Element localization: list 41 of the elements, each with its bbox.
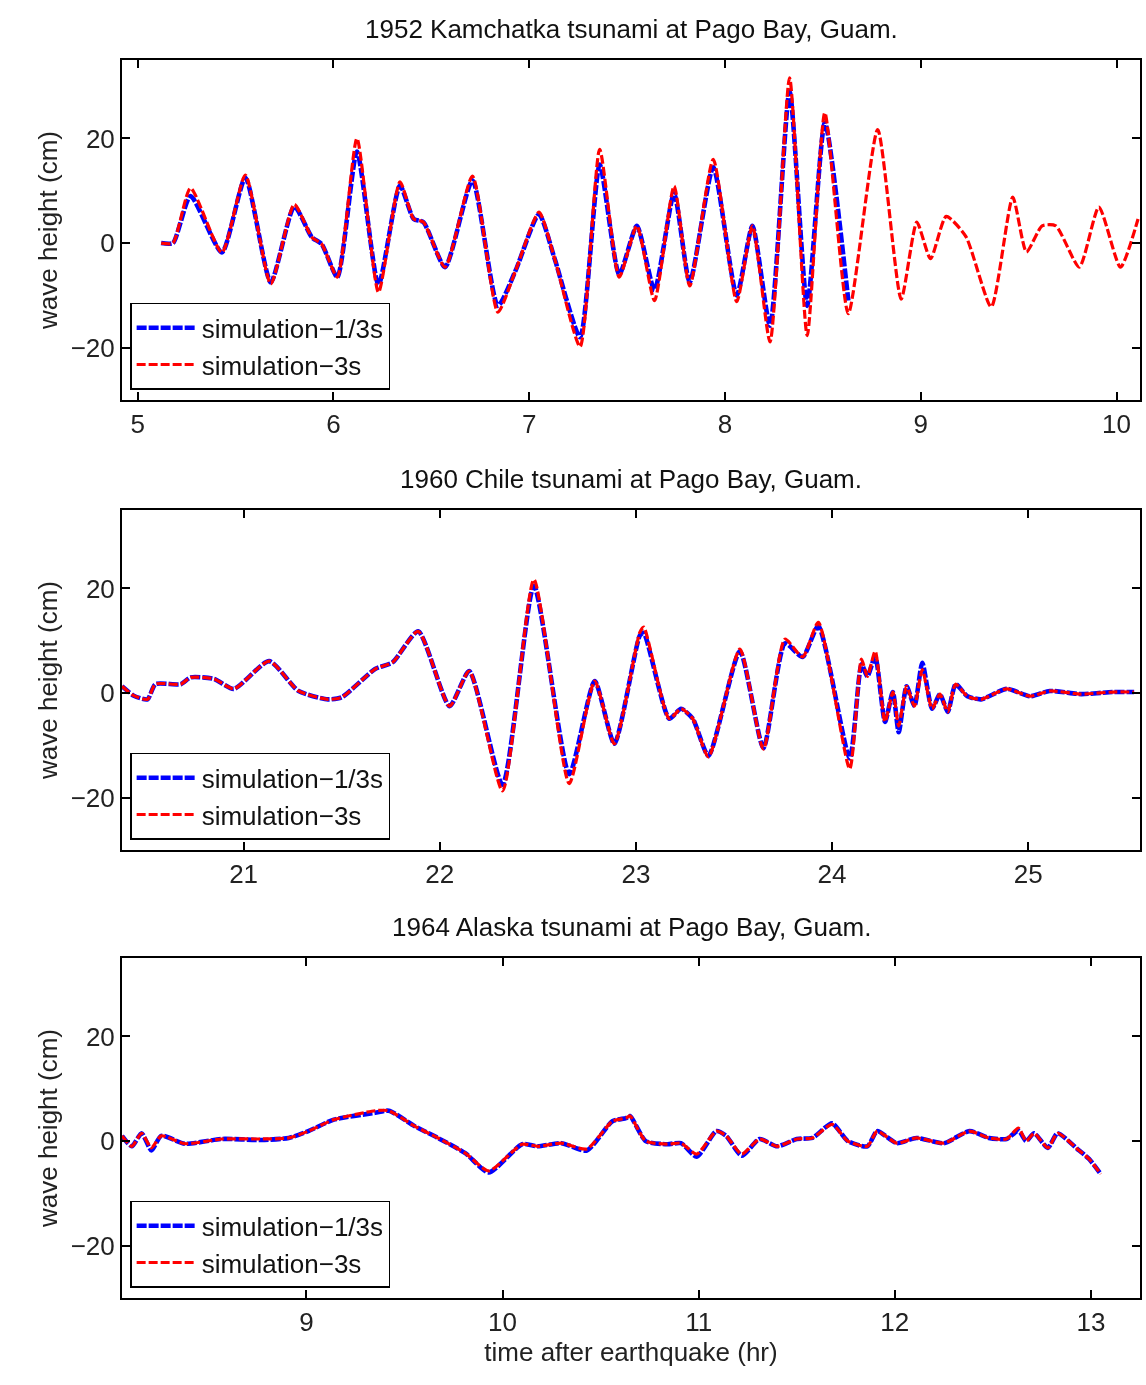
x-axis-title: time after earthquake (hr) (484, 1337, 778, 1368)
line-series (158, 89, 851, 340)
x-tick-label: 9 (299, 1307, 314, 1338)
legend-label: simulation−1/3s (201, 313, 384, 344)
legend-label: simulation−1/3s (201, 1211, 384, 1242)
y-tick-label: 20 (85, 123, 115, 154)
x-tick-label: 11 (685, 1307, 713, 1338)
y-tick-label: 20 (85, 1021, 115, 1052)
y-tick-label: 20 (85, 573, 115, 604)
chart-title: 1952 Kamchatka tsunami at Pago Bay, Guam. (365, 14, 898, 44)
line-series (122, 1108, 1104, 1177)
x-tick-label: 6 (326, 409, 341, 440)
legend-label: simulation−3s (201, 350, 362, 381)
y-tick-label: 0 (100, 228, 115, 259)
y-axis-title: wave height (cm) (32, 1029, 63, 1228)
x-tick-label: 12 (880, 1307, 910, 1338)
y-axis-title: wave height (cm) (32, 581, 63, 780)
legend-label: simulation−3s (201, 800, 362, 831)
y-axis-title: wave height (cm) (32, 131, 63, 330)
chart-title: 1964 Alaska tsunami at Pago Bay, Guam. (392, 912, 872, 942)
x-tick-label: 23 (621, 859, 651, 890)
y-tick-label: −20 (70, 332, 115, 363)
y-tick-label: 0 (100, 678, 115, 709)
x-tick-label: 7 (521, 409, 537, 440)
legend-label: simulation−1/3s (201, 763, 384, 794)
x-tick-label: 25 (1013, 859, 1043, 890)
y-tick-label: −20 (70, 1230, 115, 1261)
x-tick-label: 5 (130, 409, 145, 440)
x-tick-label: 21 (229, 859, 259, 890)
x-tick-label: 24 (817, 859, 847, 890)
x-tick-label: 13 (1076, 1307, 1106, 1338)
line-series (159, 76, 1140, 349)
x-tick-label: 10 (488, 1307, 517, 1338)
chart-title: 1960 Chile tsunami at Pago Bay, Guam. (400, 464, 862, 494)
x-tick-label: 9 (913, 409, 928, 440)
y-tick-label: −20 (70, 782, 115, 813)
y-tick-label: 0 (100, 1126, 115, 1157)
x-tick-label: 22 (425, 859, 455, 890)
x-tick-label: 8 (717, 409, 733, 440)
legend-label: simulation−3s (201, 1248, 362, 1279)
x-tick-label: 10 (1102, 409, 1131, 440)
